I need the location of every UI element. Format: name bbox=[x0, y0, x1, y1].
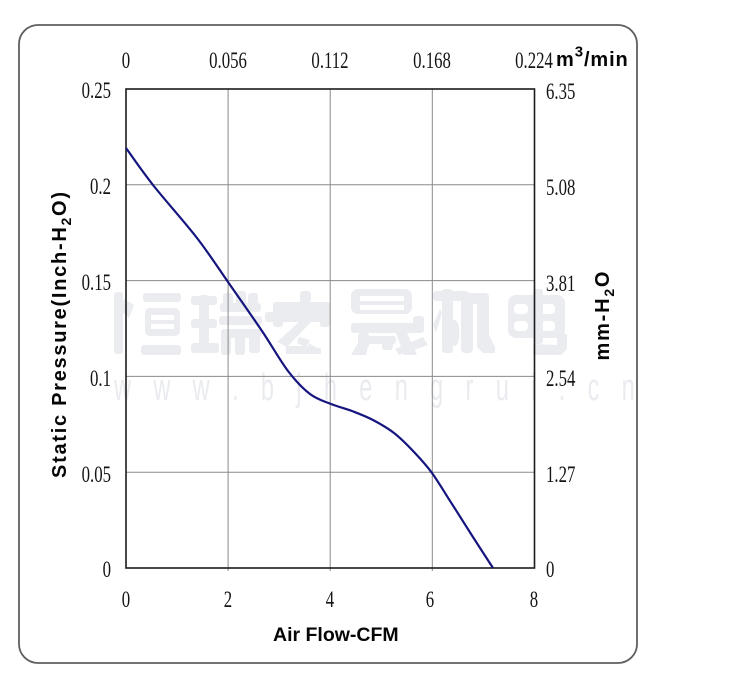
svg-text:0: 0 bbox=[546, 558, 554, 583]
svg-text:0: 0 bbox=[122, 49, 130, 74]
svg-text:0.224: 0.224 bbox=[515, 49, 553, 74]
svg-text:m3/min: m3/min bbox=[556, 44, 629, 72]
svg-text:6.35: 6.35 bbox=[546, 80, 575, 105]
svg-text:mm-H2O: mm-H2O bbox=[592, 272, 617, 361]
svg-text:0.112: 0.112 bbox=[311, 49, 348, 74]
svg-text:0.1: 0.1 bbox=[90, 367, 111, 392]
svg-text:0.168: 0.168 bbox=[413, 49, 451, 74]
svg-text:3.81: 3.81 bbox=[546, 272, 575, 297]
svg-text:5.08: 5.08 bbox=[546, 176, 575, 201]
svg-text:0: 0 bbox=[103, 558, 111, 583]
svg-text:0.05: 0.05 bbox=[82, 463, 111, 488]
svg-text:4: 4 bbox=[326, 588, 334, 613]
svg-text:Air Flow-CFM: Air Flow-CFM bbox=[273, 624, 399, 646]
svg-text:0.15: 0.15 bbox=[82, 271, 111, 296]
svg-text:0: 0 bbox=[122, 588, 130, 613]
svg-text:1.27: 1.27 bbox=[546, 463, 575, 488]
svg-text:0.25: 0.25 bbox=[82, 79, 111, 104]
svg-text:0.2: 0.2 bbox=[90, 175, 111, 200]
svg-text:Static Pressure(Inch-H2O): Static Pressure(Inch-H2O) bbox=[49, 192, 74, 478]
svg-text:6: 6 bbox=[426, 588, 434, 613]
svg-text:2: 2 bbox=[224, 588, 232, 613]
svg-text:2.54: 2.54 bbox=[546, 367, 575, 392]
svg-text:8: 8 bbox=[530, 588, 538, 613]
svg-text:0.056: 0.056 bbox=[209, 49, 247, 74]
